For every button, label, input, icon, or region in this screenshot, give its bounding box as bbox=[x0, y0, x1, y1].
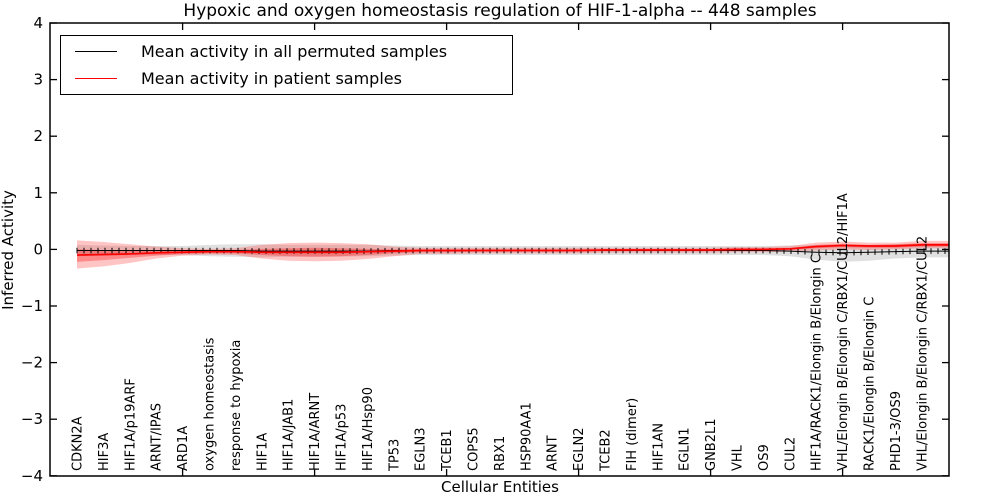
x-category-label: GNB2L1 bbox=[704, 418, 719, 471]
x-category-label: VHL/Elongin B/Elongin C/RBX1/CUL2/HIF1A bbox=[836, 193, 851, 471]
x-category-label: TCEB1 bbox=[440, 429, 455, 472]
x-category-label: HIF3A bbox=[97, 433, 112, 471]
chart-title: Hypoxic and oxygen homeostasis regulatio… bbox=[183, 1, 816, 21]
x-category-label: EGLN2 bbox=[572, 427, 587, 471]
x-category-label: HSP90AA1 bbox=[519, 402, 534, 471]
x-category-label: HIF1A bbox=[255, 433, 270, 471]
permuted-std-band bbox=[77, 243, 949, 262]
y-tick-label: 1 bbox=[33, 184, 43, 202]
x-category-label: OS9 bbox=[757, 444, 772, 471]
patient-line-sample bbox=[75, 77, 117, 79]
x-category-label: TP53 bbox=[387, 439, 402, 472]
axes bbox=[49, 22, 950, 477]
x-category-label: VHL/Elongin B/Elongin C/RBX1/CUL2 bbox=[915, 236, 930, 471]
permuted-line-sample bbox=[75, 51, 117, 53]
x-category-label: CUL2 bbox=[783, 437, 798, 471]
x-category-label: TCEB2 bbox=[599, 429, 614, 472]
y-axis-label: Inferred Activity bbox=[0, 190, 17, 310]
x-category-label: HIF1A/Hsp90 bbox=[361, 387, 376, 471]
legend-entry-patient: Mean activity in patient samples bbox=[75, 65, 512, 91]
x-category-label: oxygen homeostasis bbox=[203, 337, 218, 471]
tick-labels: 4 3 2 1 0 −1 −2 −3 −4 CDKN2A HIF3A HIF1A/p19ARF ARNT… bbox=[21, 14, 930, 485]
x-category-label: ARNT/IPAS bbox=[150, 403, 165, 471]
legend-label-permuted: Mean activity in all permuted samples bbox=[141, 42, 448, 62]
y-tick-label: 3 bbox=[33, 71, 43, 89]
x-category-label: HIF1A/p19ARF bbox=[123, 378, 138, 471]
x-category-label: HIF1A/JAB1 bbox=[282, 399, 297, 471]
y-tick-label: 4 bbox=[33, 14, 43, 32]
x-category-label: HIF1A/RACK1/Elongin B/Elongin C bbox=[810, 254, 825, 471]
x-category-label: FIH (dimer) bbox=[625, 398, 640, 471]
x-category-label: COPS5 bbox=[467, 427, 482, 471]
legend-label-patient: Mean activity in patient samples bbox=[141, 68, 402, 88]
x-category-label: ARNT bbox=[546, 435, 561, 471]
x-category-label: VHL bbox=[731, 444, 746, 471]
y-tick-label: 0 bbox=[33, 240, 43, 258]
x-category-label: HIF1A/p53 bbox=[335, 404, 350, 471]
series-lines bbox=[76, 244, 949, 256]
y-tick-label: −2 bbox=[21, 354, 43, 372]
patient-std-band-outer bbox=[77, 240, 949, 269]
patient-mean-line bbox=[76, 244, 949, 256]
y-tick-label: −4 bbox=[21, 467, 43, 485]
x-category-label: RACK1/Elongin B/Elongin C bbox=[863, 297, 878, 471]
y-tick-label: 2 bbox=[33, 127, 43, 145]
x-axis-label: Cellular Entities bbox=[441, 478, 559, 496]
x-category-label: RBX1 bbox=[493, 436, 508, 471]
x-category-label: EGLN3 bbox=[414, 427, 429, 471]
x-category-label: CDKN2A bbox=[71, 416, 86, 471]
x-category-label: PHD1-3/OS9 bbox=[889, 391, 904, 471]
y-tick-label: −3 bbox=[21, 410, 43, 428]
legend-entry-permuted: Mean activity in all permuted samples bbox=[75, 39, 512, 65]
y-tick-label: −1 bbox=[21, 297, 43, 315]
x-category-label: HIF1A/ARNT bbox=[308, 393, 323, 471]
x-category-label: EGLN1 bbox=[678, 427, 693, 471]
x-category-label: response to hypoxia bbox=[229, 340, 244, 471]
x-category-label: HIF1AN bbox=[651, 423, 666, 471]
legend: Mean activity in all permuted samples Me… bbox=[60, 35, 513, 95]
x-category-label: ARD1A bbox=[176, 426, 191, 471]
